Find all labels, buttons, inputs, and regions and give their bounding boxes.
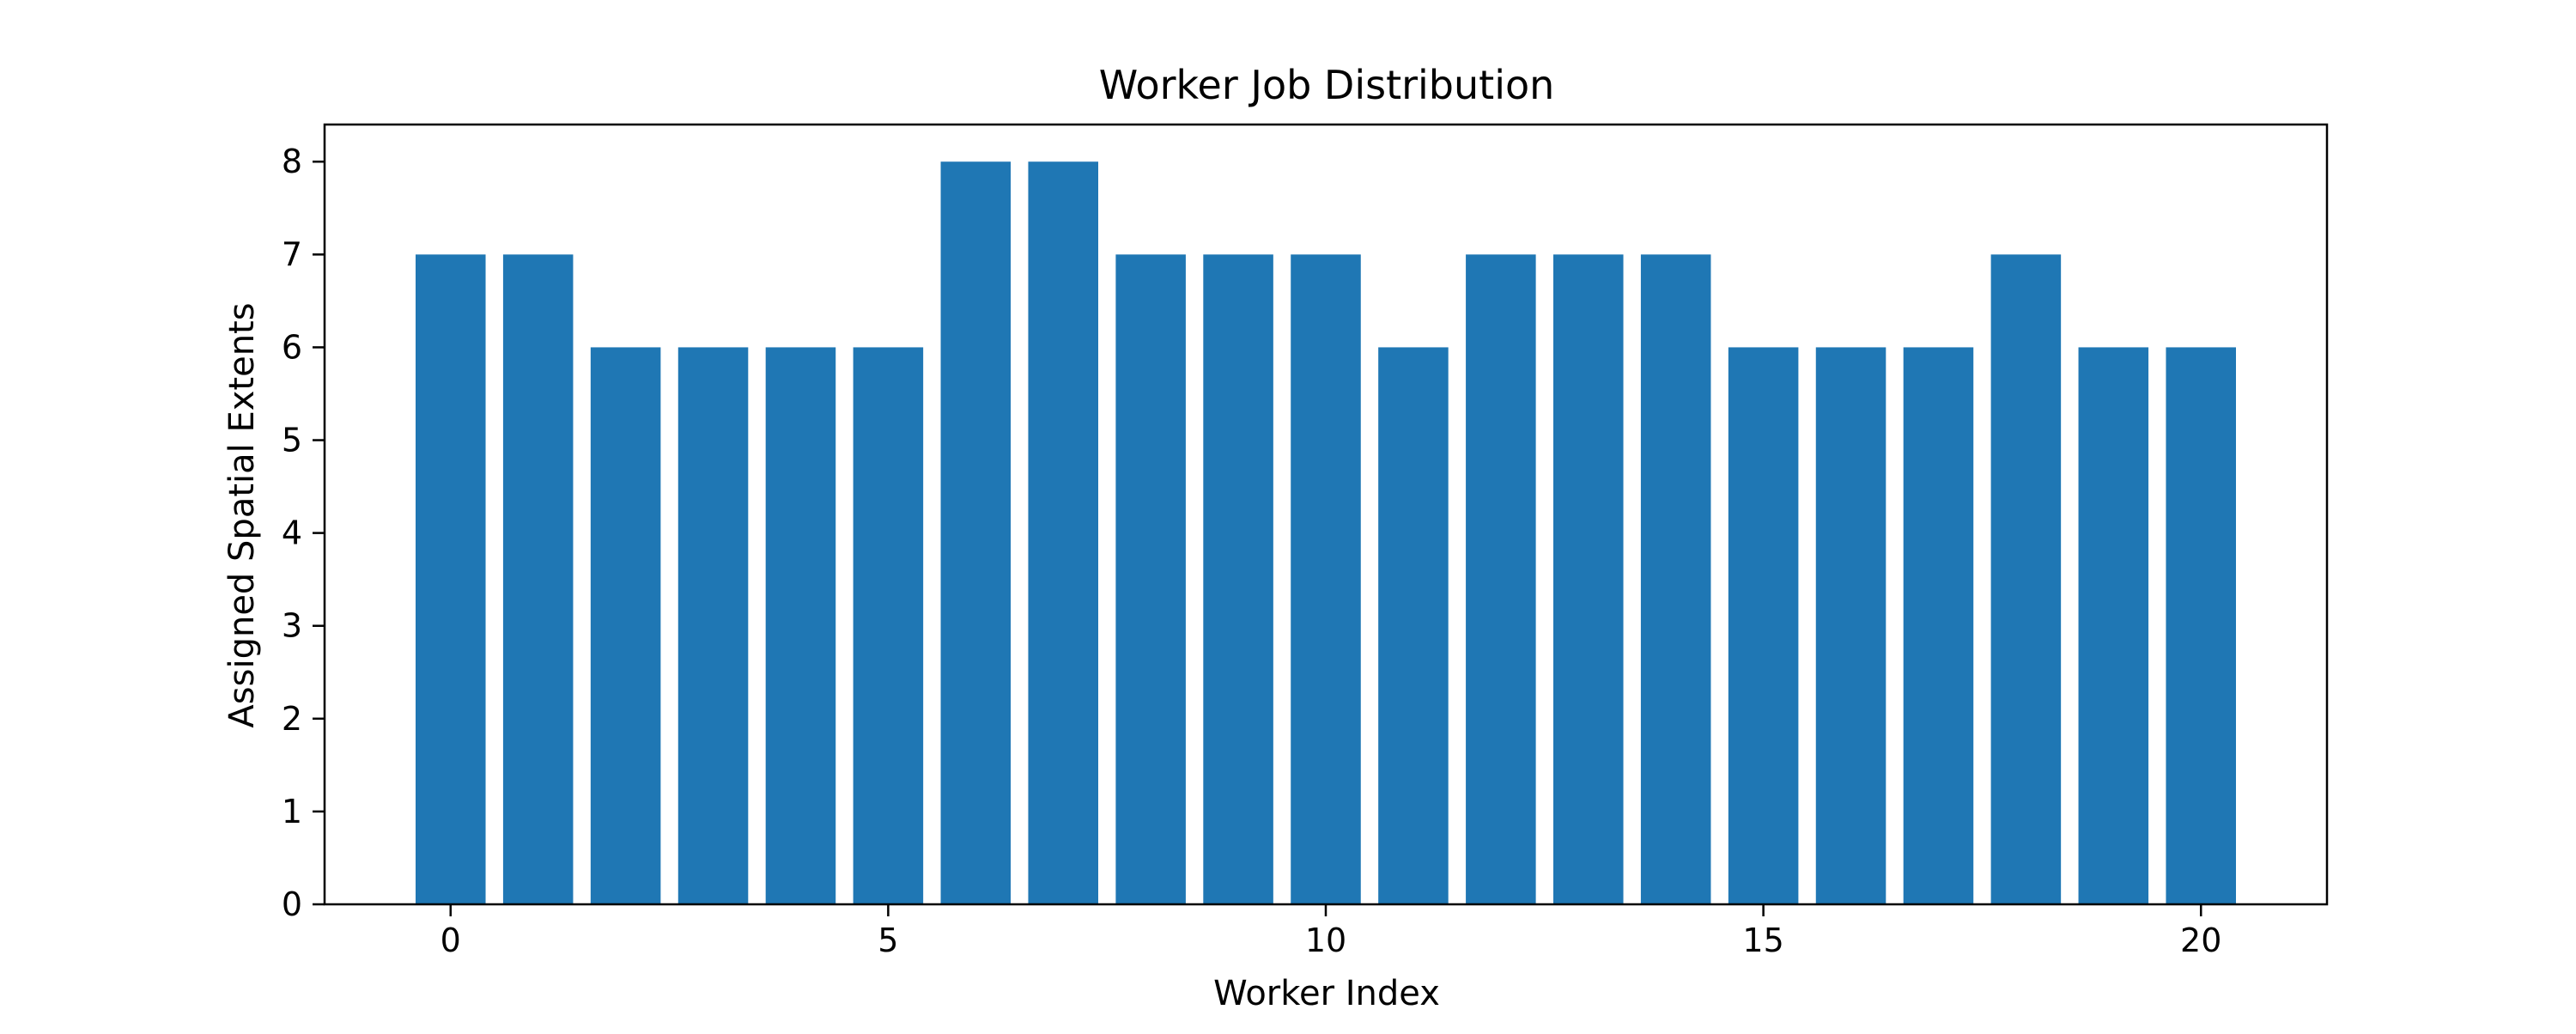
x-tick-label: 15 <box>1742 921 1783 959</box>
bar-worker-12 <box>1466 254 1536 904</box>
bar-worker-16 <box>1815 347 1886 904</box>
bar-worker-8 <box>1115 254 1186 904</box>
bar-worker-14 <box>1640 254 1711 904</box>
bar-worker-10 <box>1291 254 1361 904</box>
y-tick-label: 1 <box>282 793 302 830</box>
y-tick-label: 8 <box>282 143 302 180</box>
bar-worker-20 <box>2166 347 2236 904</box>
y-tick-label: 3 <box>282 607 302 645</box>
bars-layer <box>416 161 2236 904</box>
chart-title: Worker Job Distribution <box>1099 62 1555 108</box>
bar-worker-15 <box>1728 347 1799 904</box>
bar-worker-11 <box>1378 347 1449 904</box>
bar-worker-18 <box>1990 254 2062 904</box>
bar-worker-17 <box>1903 347 1974 904</box>
y-axis-label: Assigned Spatial Extents <box>222 302 262 727</box>
x-tick-label: 5 <box>878 921 898 959</box>
bar-worker-9 <box>1203 254 1273 904</box>
bar-worker-5 <box>853 347 924 904</box>
x-axis-label: Worker Index <box>1213 974 1440 1013</box>
bar-worker-13 <box>1553 254 1624 904</box>
y-tick-label: 2 <box>282 700 302 738</box>
bar-worker-1 <box>502 254 574 904</box>
y-tick-label: 0 <box>282 885 302 923</box>
bar-worker-2 <box>590 347 661 904</box>
x-tick-label: 10 <box>1305 921 1346 959</box>
x-tick-label: 20 <box>2180 921 2221 959</box>
y-tick-label: 4 <box>282 514 302 552</box>
bar-worker-0 <box>416 254 486 904</box>
bar-worker-19 <box>2078 347 2149 904</box>
x-tick-label: 0 <box>440 921 461 959</box>
y-tick-label: 6 <box>282 328 302 366</box>
y-tick-label: 7 <box>282 235 302 273</box>
y-tick-label: 5 <box>282 422 302 459</box>
axes-layer: 0 5 10 15 20 0 1 2 3 4 5 6 7 8 <box>282 123 2329 959</box>
bar-worker-7 <box>1028 161 1098 904</box>
bar-worker-4 <box>765 347 836 904</box>
bar-worker-3 <box>677 347 749 904</box>
bar-worker-6 <box>940 161 1012 904</box>
